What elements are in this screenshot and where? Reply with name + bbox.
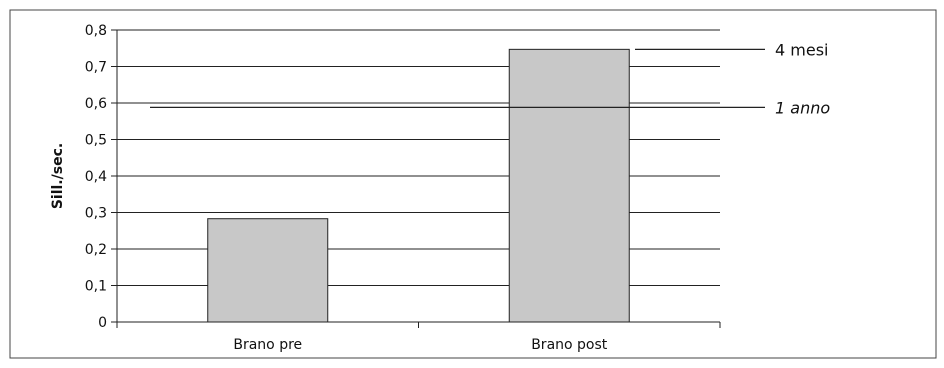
chart-border: [9, 9, 937, 359]
reference-line-label: 1 anno: [775, 98, 830, 117]
y-tick-label: 0,2: [85, 242, 107, 258]
bar-1: [207, 218, 329, 323]
x-tick-label: Brano post: [531, 337, 608, 353]
y-tick-label: 0,7: [85, 60, 107, 76]
x-tick-labels: Brano pre Brano post: [233, 337, 607, 353]
y-axis-label: Sill./sec.: [50, 143, 66, 209]
y-tick-label: 0,3: [85, 206, 107, 222]
reference-line-label: 4 mesi: [775, 40, 828, 59]
bar-2: [508, 48, 630, 323]
bars: [207, 48, 630, 323]
y-tick-label: 0: [98, 315, 107, 331]
y-tick-label: 0,5: [85, 133, 107, 149]
y-tick-label: 0,8: [85, 23, 107, 39]
y-tick-labels: 0 0,1 0,2 0,3 0,4 0,5 0,6 0,7 0,8: [85, 23, 107, 331]
y-tick-label: 0,1: [85, 279, 107, 295]
reference-lines: 4 mesi 1 anno: [150, 40, 830, 117]
y-tick-label: 0,4: [85, 169, 107, 185]
axes: [111, 29, 721, 328]
x-tick-label: Brano pre: [233, 337, 302, 353]
y-tick-label: 0,6: [85, 96, 107, 112]
